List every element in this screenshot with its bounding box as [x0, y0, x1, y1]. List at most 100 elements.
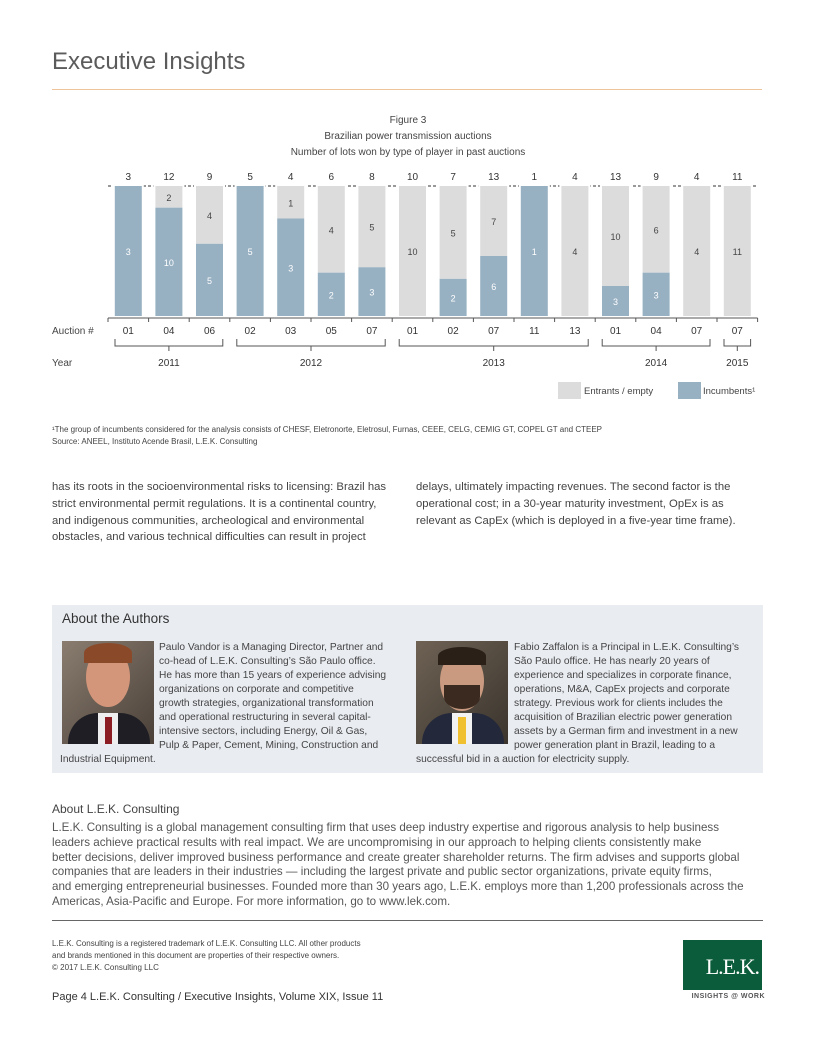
- bar-total-label: 7: [450, 172, 456, 183]
- auction-tick-label: 03: [285, 326, 297, 337]
- auction-tick-label: 01: [123, 326, 135, 337]
- bar-entrants-label: 1: [288, 198, 293, 208]
- bar-incumbents: [155, 207, 183, 316]
- bio-line: organizations on corporate and competiti…: [159, 684, 354, 695]
- body-line: operational cost; in a 30-year maturity …: [416, 497, 724, 510]
- bar-incumbents: [277, 218, 305, 316]
- year-row-label: Year: [52, 358, 73, 369]
- bio-line: Pulp & Paper, Cement, Mining, Constructi…: [159, 740, 379, 751]
- logo-tagline: INSIGHTS @ WORK: [691, 993, 765, 1000]
- bar-total-label: 13: [488, 172, 500, 183]
- legal-line: and brands mentioned in this document ar…: [52, 951, 340, 960]
- bar-entrants: [399, 186, 426, 316]
- body-line: strict environmental permit regulations.…: [52, 497, 377, 510]
- bio-line: São Paulo office. He has nearly 20 years…: [514, 656, 710, 667]
- bar-incumbents: [196, 243, 223, 316]
- bar-incumbents: [114, 186, 142, 316]
- bar-entrants-label: 4: [329, 225, 334, 235]
- legal-line: © 2017 L.E.K. Consulting LLC: [52, 963, 159, 972]
- bar-entrants: [602, 186, 629, 286]
- footer-divider: [52, 920, 763, 921]
- bio-line: assets by a German firm and investment i…: [514, 726, 738, 737]
- bio-line: successful bid in a auction for electric…: [416, 754, 630, 765]
- legend-label-incumbents: Incumbents¹: [703, 386, 755, 397]
- bar-entrants: [480, 186, 508, 256]
- bio-line: Paulo Vandor is a Managing Director, Par…: [159, 642, 384, 653]
- bar-entrants-label: 5: [451, 228, 456, 238]
- bar-incumbents-label: 2: [329, 290, 334, 300]
- bar-entrants-label: 10: [610, 232, 620, 242]
- body-line: obstacles, and various technical difficu…: [52, 531, 366, 544]
- source-note: Source: ANEEL, Instituto Acende Brasil, …: [52, 437, 258, 446]
- bar-total-label: 3: [126, 172, 132, 183]
- about-line: and emerging entrepreneurial businesses.…: [52, 880, 744, 894]
- authors-heading: About the Authors: [62, 611, 170, 626]
- bio-line: He has more than 15 years of experience …: [159, 670, 387, 681]
- bio-line: experience and specializes in corporate …: [514, 670, 732, 681]
- about-line: companies that are leaders in their indu…: [52, 865, 712, 879]
- figure-3-chart: Figure 3 Brazilian power transmission au…: [52, 115, 759, 399]
- bar-incumbents: [602, 286, 629, 316]
- about-line: L.E.K. Consulting is a global management…: [52, 821, 720, 834]
- about-line: Americas, Asia-Pacific and Europe. For m…: [52, 894, 451, 908]
- about-lek-text: L.E.K. Consulting is a global management…: [52, 821, 744, 910]
- auction-tick-label: 07: [732, 326, 744, 337]
- body-line: delays, ultimately impacting revenues. T…: [416, 481, 731, 493]
- year-bracket: [398, 339, 589, 351]
- bar-total-label: 12: [163, 172, 175, 183]
- author-bio-paulo-vandor: Paulo Vandor is a Managing Director, Par…: [60, 641, 387, 767]
- legal-line: L.E.K. Consulting is a registered tradem…: [52, 939, 361, 948]
- bar-total-label: 11: [732, 172, 743, 183]
- bar-incumbents-label: 6: [491, 282, 496, 292]
- bar-entrants: [723, 186, 751, 316]
- author-bio-fabio-zaffalon: Fabio Zaffalon is a Principal in L.E.K. …: [416, 641, 739, 767]
- bar-incumbents-label: 5: [248, 247, 253, 257]
- auction-tick-label: 04: [651, 326, 663, 337]
- body-line: has its roots in the socioenvironmental …: [52, 481, 387, 493]
- auction-tick-label: 04: [163, 326, 175, 337]
- bar-entrants-label: 11: [733, 247, 742, 257]
- bio-line: power generation plant in Brazil, leadin…: [514, 740, 716, 751]
- year-bracket: [601, 339, 711, 351]
- body-right-column: delays, ultimately impacting revenues. T…: [416, 479, 736, 529]
- bar-entrants-label: 4: [694, 247, 699, 257]
- bar-total-label: 9: [653, 172, 659, 183]
- legend-swatch-entrants: [558, 382, 581, 399]
- bar-incumbents: [439, 278, 467, 316]
- bar-incumbents-label: 3: [654, 290, 659, 300]
- auction-tick-label: 06: [204, 326, 216, 337]
- auction-row-label: Auction #: [52, 326, 94, 337]
- bio-line: Industrial Equipment.: [60, 754, 156, 765]
- auction-tick-label: 05: [326, 326, 338, 337]
- bar-incumbents: [520, 186, 548, 316]
- year-label: 2015: [726, 358, 749, 369]
- year-label: 2013: [483, 358, 506, 369]
- legend-swatch-incumbents: [678, 382, 701, 399]
- bar-entrants: [439, 186, 467, 279]
- bar-total-label: 4: [572, 172, 578, 183]
- auction-tick-label: 01: [407, 326, 419, 337]
- auction-tick-label: 07: [691, 326, 703, 337]
- auction-tick-label: 11: [529, 326, 540, 337]
- bio-line: strategy. Previous work for clients incl…: [514, 698, 723, 709]
- figure-label: Figure 3: [390, 115, 427, 126]
- bio-line: growth strategies, organizational transf…: [159, 698, 374, 709]
- page-title: Executive Insights: [52, 48, 246, 75]
- bar-incumbents-label: 2: [451, 293, 456, 303]
- bar-entrants: [317, 186, 345, 273]
- bar-entrants-label: 5: [369, 223, 374, 233]
- bar-incumbents-label: 1: [532, 247, 537, 257]
- bar-entrants: [196, 186, 223, 244]
- bio-line: co-head of L.E.K. Consulting’s São Paulo…: [159, 656, 376, 667]
- bar-total-label: 4: [288, 172, 294, 183]
- bar-incumbents: [317, 272, 345, 316]
- bar-entrants-label: 7: [491, 217, 496, 227]
- auction-tick-label: 13: [569, 326, 581, 337]
- bio-line: acquisition of Brazilian electric power …: [514, 712, 733, 723]
- bio-line: intensive sectors, including Energy, Oil…: [159, 726, 368, 737]
- legend-label-entrants: Entrants / empty: [584, 386, 653, 397]
- bio-line: operations, M&A, CapEx projects and corp…: [514, 684, 730, 695]
- bar-entrants-label: 6: [654, 225, 659, 235]
- bar-incumbents: [236, 186, 264, 316]
- bar-incumbents: [358, 267, 386, 316]
